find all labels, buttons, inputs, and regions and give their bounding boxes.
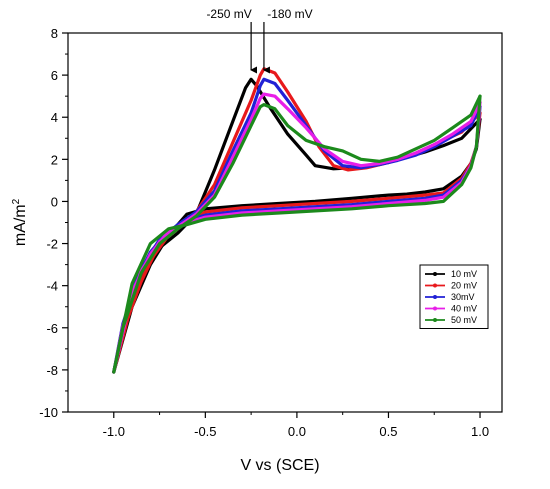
legend-swatch-marker: [433, 306, 437, 311]
y-axis-title-main: mA/m: [12, 204, 29, 246]
series-5-upper-sweep: [112, 94, 482, 374]
legend-item-5: 50 mV: [425, 315, 477, 325]
y-axis-title-superscript: 2: [11, 198, 22, 204]
series-4: [112, 92, 482, 374]
series-5: [112, 94, 482, 374]
series-5-lower-sweep: [112, 94, 482, 374]
y-tick-label: 2: [51, 152, 58, 167]
peak-label-1: -250 mV: [206, 7, 251, 21]
x-tick-label: 1.0: [471, 424, 489, 439]
legend-swatch-marker: [433, 318, 437, 322]
y-axis-title: mA/m2: [11, 198, 29, 246]
y-tick-label: 4: [51, 110, 58, 125]
legend-swatch-marker: [433, 272, 437, 276]
y-tick-label: -2: [46, 237, 58, 252]
legend-item-3: 30mV: [425, 292, 475, 302]
y-tick-label: -4: [46, 279, 58, 294]
y-tick-label: 0: [51, 194, 58, 209]
x-tick-label: -0.5: [194, 424, 216, 439]
legend-item-1: 10 mV: [425, 269, 477, 279]
legend-label: 40 mV: [451, 304, 477, 314]
legend-swatch-marker: [433, 295, 437, 299]
x-tick-label: 0.0: [288, 424, 306, 439]
legend-label: 10 mV: [451, 269, 477, 279]
y-tick-label: -6: [46, 321, 58, 336]
legend-item-2: 20 mV: [425, 281, 477, 291]
axes: -1.0 -0.5 0.0 0.5 1.0 -10 -8 -6 -4 -2 0 2 4 6 8: [39, 26, 489, 439]
legend-label: 50 mV: [451, 315, 477, 325]
y-tick-label: -8: [46, 363, 58, 378]
peak-annotations: -250 mV -180 mV: [206, 7, 313, 74]
y-tick-label: 6: [51, 68, 58, 83]
legend-item-4: 40 mV: [425, 304, 477, 314]
x-tick-label: 0.5: [379, 424, 397, 439]
legend-label: 30mV: [451, 292, 475, 302]
x-axis-title: V vs (SCE): [240, 457, 319, 474]
y-tick-label: 8: [51, 26, 58, 41]
legend-label: 20 mV: [451, 281, 477, 291]
series-layer: [112, 67, 482, 374]
peak-label-2: -180 mV: [267, 7, 312, 21]
series-1-lower-sweep: [112, 117, 482, 374]
legend-swatch-marker: [433, 283, 437, 288]
y-tick-label: -10: [39, 405, 58, 420]
x-tick-label: -1.0: [103, 424, 125, 439]
